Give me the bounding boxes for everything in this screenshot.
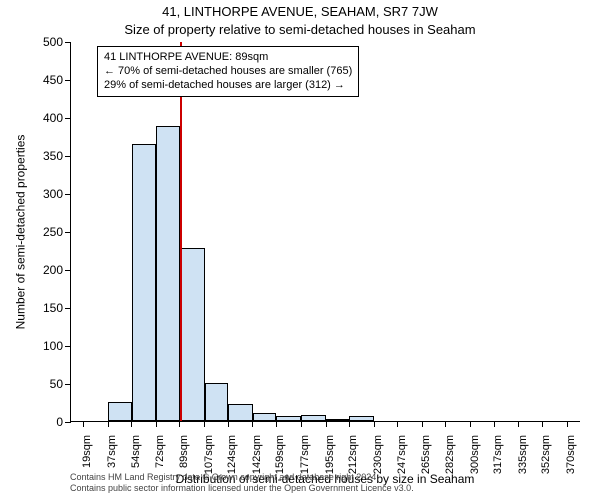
x-tick-label: 335sqm: [517, 435, 529, 474]
x-tick: [83, 421, 84, 427]
page-subtitle: Size of property relative to semi-detach…: [0, 22, 600, 37]
x-tick: [108, 421, 109, 427]
annotation-box: 41 LINTHORPE AVENUE: 89sqm← 70% of semi-…: [97, 46, 359, 97]
x-tick-label: 142sqm: [251, 435, 263, 474]
y-tick: [65, 232, 71, 233]
page-title-address: 41, LINTHORPE AVENUE, SEAHAM, SR7 7JW: [0, 4, 600, 19]
x-tick: [445, 421, 446, 427]
x-tick-label: 370sqm: [565, 435, 577, 474]
x-tick: [470, 421, 471, 427]
y-axis-label-text: Number of semi-detached properties: [13, 135, 27, 330]
y-axis-label: Number of semi-detached properties: [12, 42, 28, 422]
x-tick-label: 159sqm: [274, 435, 286, 474]
x-tick-label: 265sqm: [420, 435, 432, 474]
x-tick-label: 37sqm: [106, 435, 118, 468]
y-tick-label: 450: [43, 73, 63, 87]
x-tick: [518, 421, 519, 427]
histogram-bar: [132, 144, 157, 421]
y-tick-label: 250: [43, 225, 63, 239]
plot-area: 05010015020025030035040045050019sqm37sqm…: [70, 42, 580, 422]
x-tick: [156, 421, 157, 427]
annotation-line: 29% of semi-detached houses are larger (…: [104, 79, 352, 93]
y-tick-label: 350: [43, 149, 63, 163]
y-tick: [65, 80, 71, 81]
footer-line1: Contains HM Land Registry data © Crown c…: [70, 472, 580, 483]
histogram-bar: [205, 383, 228, 421]
annotation-line: ← 70% of semi-detached houses are smalle…: [104, 65, 352, 79]
x-tick-label: 352sqm: [540, 435, 552, 474]
x-tick-label: 19sqm: [81, 435, 93, 468]
x-tick: [276, 421, 277, 427]
x-tick-label: 72sqm: [154, 435, 166, 468]
x-tick-label: 212sqm: [347, 435, 359, 474]
y-tick: [65, 422, 71, 423]
y-tick-label: 100: [43, 339, 63, 353]
x-tick: [228, 421, 229, 427]
y-tick: [65, 156, 71, 157]
histogram-bar: [156, 126, 179, 421]
y-tick-label: 200: [43, 263, 63, 277]
x-tick-label: 177sqm: [299, 435, 311, 474]
footer-line2: Contains public sector information licen…: [70, 483, 580, 494]
y-tick: [65, 270, 71, 271]
chart-container: 41, LINTHORPE AVENUE, SEAHAM, SR7 7JW Si…: [0, 0, 600, 500]
x-tick: [326, 421, 327, 427]
y-tick-label: 400: [43, 111, 63, 125]
x-tick-label: 54sqm: [130, 435, 142, 468]
reference-line: [180, 42, 182, 421]
y-tick: [65, 42, 71, 43]
annotation-line: 41 LINTHORPE AVENUE: 89sqm: [104, 51, 352, 65]
x-tick: [252, 421, 253, 427]
histogram-bar: [180, 248, 205, 421]
x-tick-label: 317sqm: [492, 435, 504, 474]
x-tick: [567, 421, 568, 427]
x-tick: [494, 421, 495, 427]
y-tick-label: 150: [43, 301, 63, 315]
y-tick: [65, 118, 71, 119]
x-tick: [179, 421, 180, 427]
y-tick: [65, 194, 71, 195]
x-tick-label: 195sqm: [324, 435, 336, 474]
x-tick: [349, 421, 350, 427]
x-tick-label: 107sqm: [203, 435, 215, 474]
x-tick-label: 124sqm: [226, 435, 238, 474]
x-tick-label: 300sqm: [469, 435, 481, 474]
x-tick-label: 230sqm: [372, 435, 384, 474]
x-tick-label: 282sqm: [444, 435, 456, 474]
y-tick-label: 300: [43, 187, 63, 201]
y-tick-label: 500: [43, 35, 63, 49]
histogram-bar: [349, 416, 374, 421]
x-tick-label: 89sqm: [178, 435, 190, 468]
x-tick: [422, 421, 423, 427]
footer-attribution: Contains HM Land Registry data © Crown c…: [70, 472, 580, 494]
histogram-bar: [108, 402, 131, 421]
histogram-bar: [228, 404, 253, 421]
y-tick: [65, 346, 71, 347]
histogram-bar: [253, 413, 276, 421]
x-tick: [542, 421, 543, 427]
x-tick: [204, 421, 205, 427]
histogram-bar: [326, 419, 349, 421]
x-tick: [397, 421, 398, 427]
x-tick: [301, 421, 302, 427]
x-tick-label: 247sqm: [396, 435, 408, 474]
y-tick: [65, 308, 71, 309]
y-tick: [65, 384, 71, 385]
histogram-bar: [276, 416, 301, 421]
y-tick-label: 0: [56, 415, 63, 429]
x-tick: [374, 421, 375, 427]
y-tick-label: 50: [50, 377, 63, 391]
histogram-bar: [301, 415, 326, 421]
x-tick: [131, 421, 132, 427]
